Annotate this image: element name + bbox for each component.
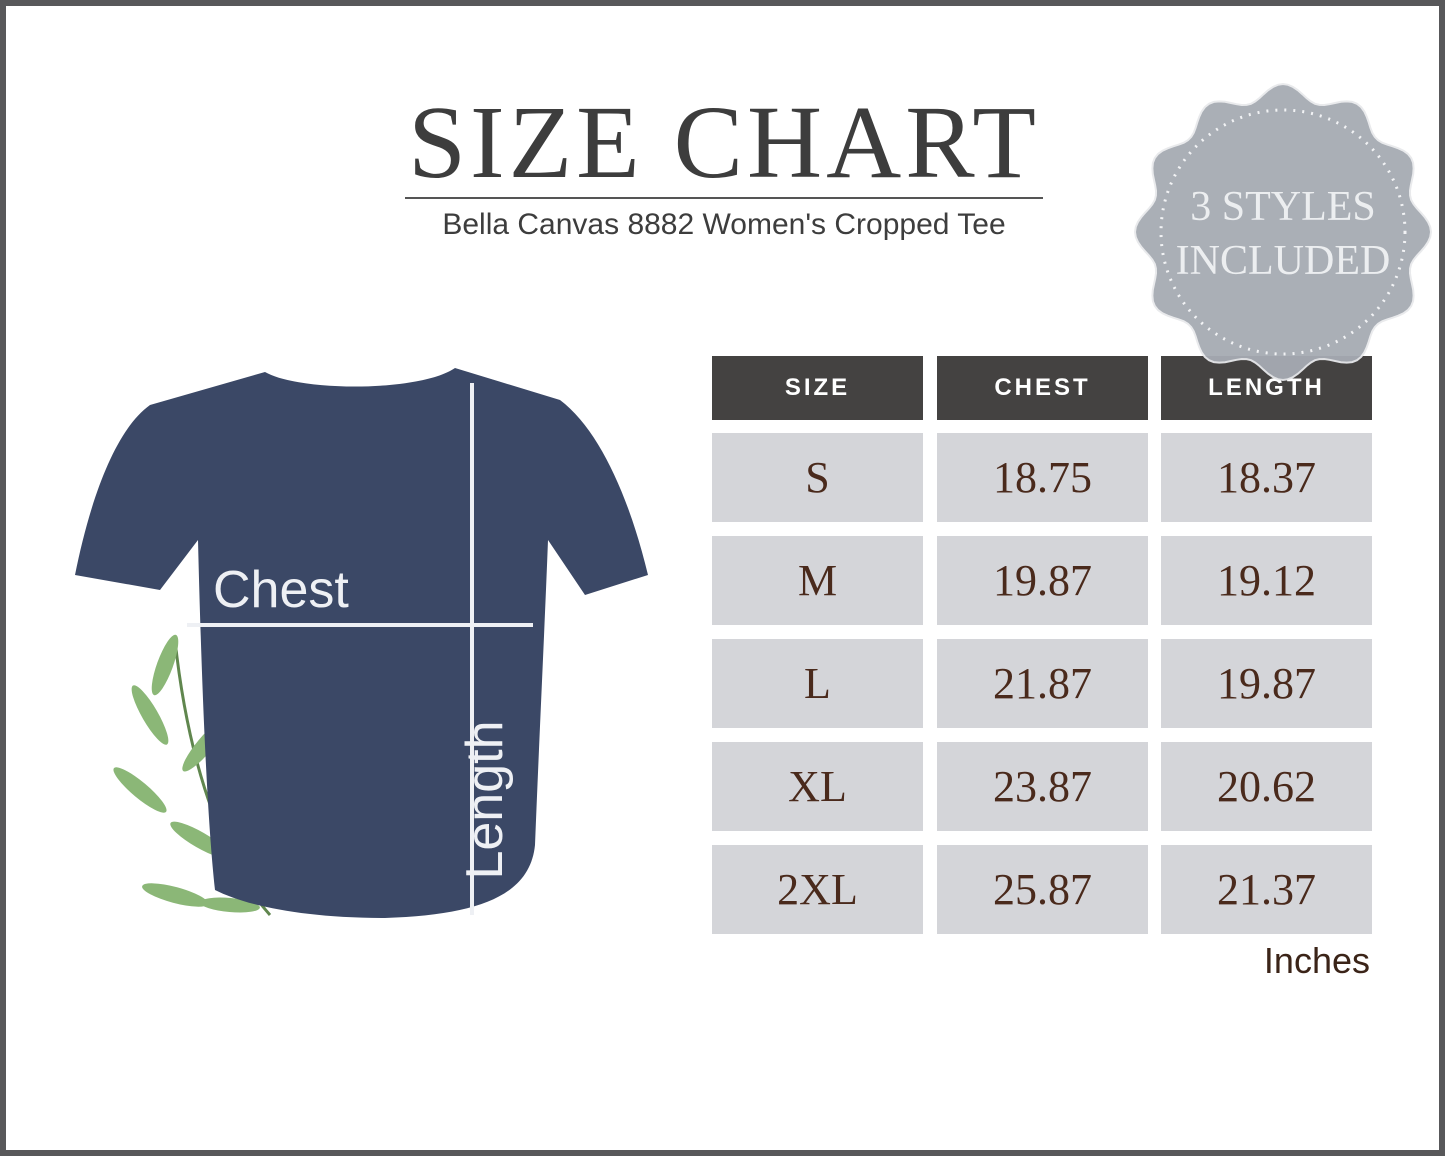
badge-line-2: INCLUDED: [1175, 238, 1391, 284]
cell-chest: 23.87: [937, 742, 1148, 831]
cell-length: 20.62: [1161, 742, 1372, 831]
shirt-body: [75, 368, 648, 918]
cell-chest: 21.87: [937, 639, 1148, 728]
cell-length: 19.12: [1161, 536, 1372, 625]
cell-length: 21.37: [1161, 845, 1372, 934]
chest-label: Chest: [213, 561, 349, 619]
cell-size: 2XL: [712, 845, 923, 934]
badge-seal-icon: [1133, 82, 1433, 382]
header-size: SIZE: [712, 356, 923, 420]
product-subtitle: Bella Canvas 8882 Women's Cropped Tee: [442, 208, 1006, 241]
cell-length: 19.87: [1161, 639, 1372, 728]
cell-chest: 18.75: [937, 433, 1148, 522]
cell-size: XL: [712, 742, 923, 831]
shirt-illustration: [75, 368, 648, 918]
cell-chest: 19.87: [937, 536, 1148, 625]
cell-size: L: [712, 639, 923, 728]
cell-size: S: [712, 433, 923, 522]
cell-length: 18.37: [1161, 433, 1372, 522]
badge-line-1: 3 STYLES: [1190, 184, 1376, 230]
page-title: SIZE CHART: [408, 85, 1040, 200]
cell-chest: 25.87: [937, 845, 1148, 934]
length-label: Length: [456, 720, 514, 880]
header-chest: CHEST: [937, 356, 1148, 420]
units-label: Inches: [1263, 940, 1370, 981]
badge-text: 3 STYLES INCLUDED: [1133, 180, 1433, 288]
cell-size: M: [712, 536, 923, 625]
title-divider: [405, 197, 1043, 199]
